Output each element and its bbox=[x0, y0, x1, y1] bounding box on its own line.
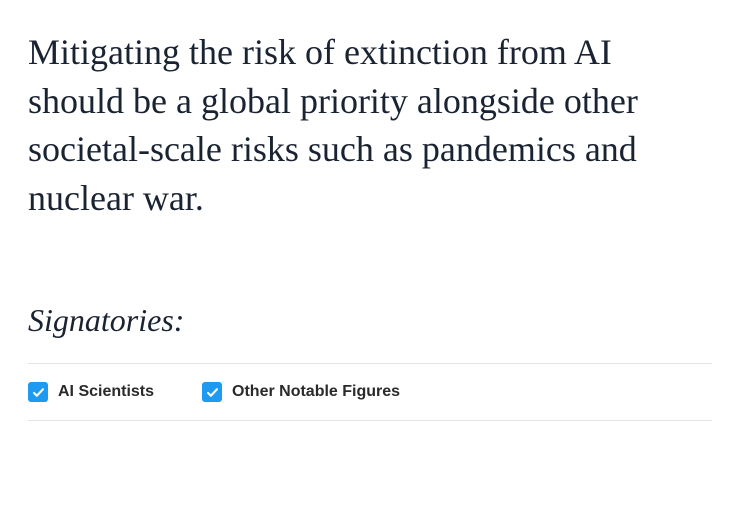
checkbox-ai-scientists[interactable] bbox=[28, 382, 48, 402]
statement-text: Mitigating the risk of extinction from A… bbox=[28, 28, 712, 222]
filter-label-other-notable-figures: Other Notable Figures bbox=[232, 383, 400, 401]
signatories-heading: Signatories: bbox=[28, 302, 712, 339]
filter-label-ai-scientists: AI Scientists bbox=[58, 383, 154, 401]
filter-other-notable-figures[interactable]: Other Notable Figures bbox=[202, 382, 400, 402]
filter-ai-scientists[interactable]: AI Scientists bbox=[28, 382, 154, 402]
checkbox-other-notable-figures[interactable] bbox=[202, 382, 222, 402]
check-icon bbox=[206, 386, 219, 399]
filter-row: AI Scientists Other Notable Figures bbox=[28, 364, 712, 420]
check-icon bbox=[32, 386, 45, 399]
divider-bottom bbox=[28, 420, 712, 421]
